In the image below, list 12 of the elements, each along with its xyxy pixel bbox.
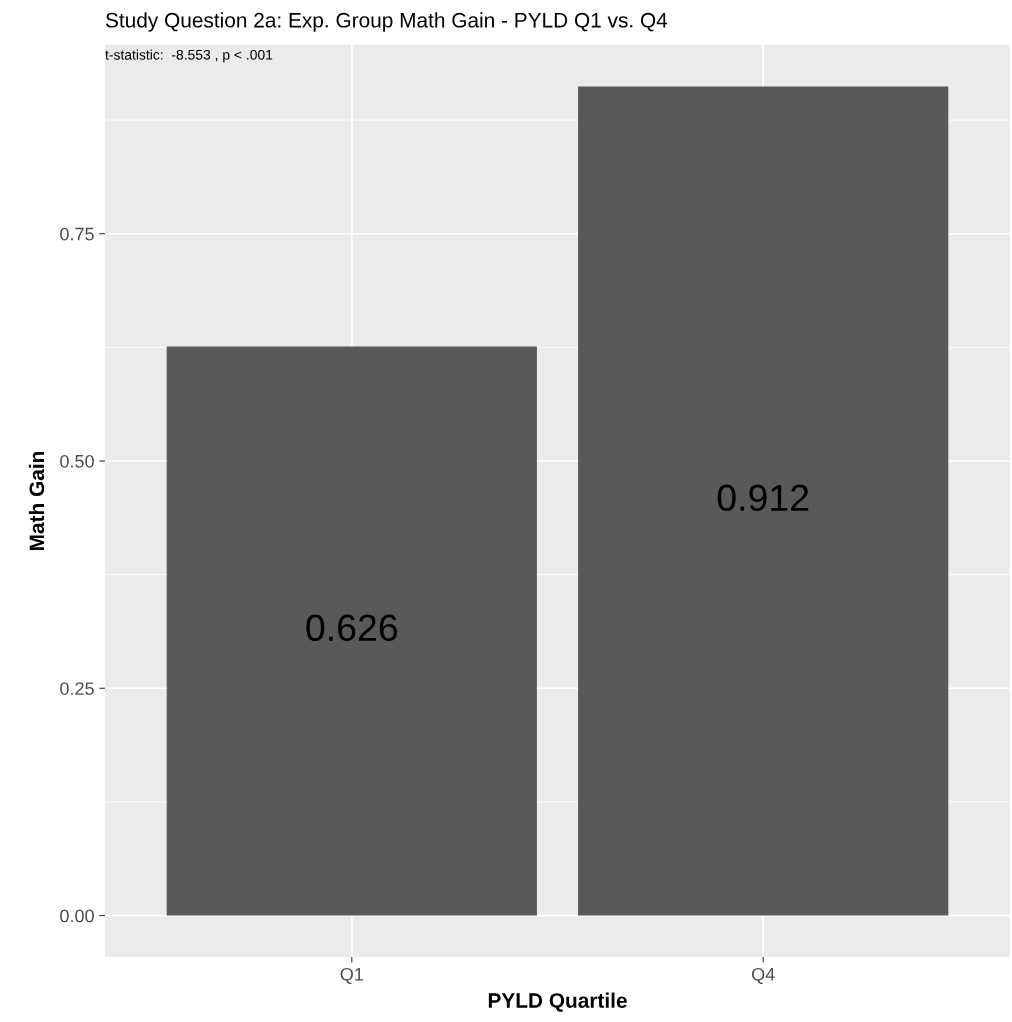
y-tick-label: 0.25 (60, 682, 94, 695)
y-tick-label: 0.50 (60, 454, 94, 468)
chart-title: Study Question 2a: Exp. Group Math Gain - PYLD Q1 vs. Q4 (105, 12, 668, 32)
x-tick-label: Q1 (340, 967, 363, 984)
x-axis-title: PYLD Quartile (488, 992, 627, 1012)
y-axis-title: Math Gain (28, 451, 45, 550)
y-tick-label: 0.00 (60, 909, 94, 923)
x-tick-label: Q4 (751, 967, 775, 984)
data-label: 0.626 (306, 614, 398, 642)
annotation: t-statistic: -8.553 , p < .001 (105, 49, 273, 63)
data-label: 0.912 (717, 484, 809, 512)
y-tick-label: 0.75 (60, 227, 94, 241)
